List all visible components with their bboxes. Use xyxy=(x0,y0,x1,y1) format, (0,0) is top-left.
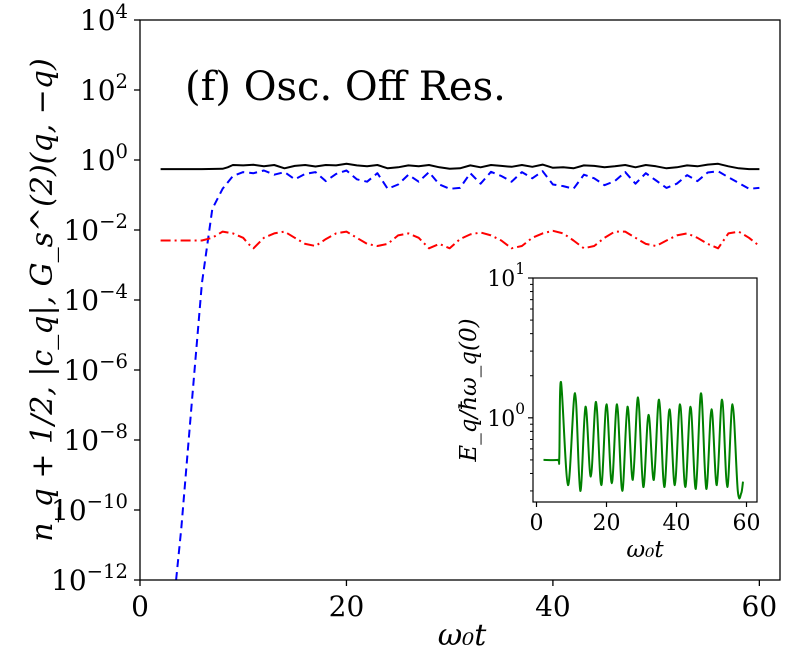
main-y-tick-label: 10−4 xyxy=(63,280,128,317)
main-y-axis-label: n_q + 1/2, |c_q|, G_s^(2)(q, −q) xyxy=(25,58,60,541)
main-y-tick-label: 10−10 xyxy=(51,490,128,527)
main-y-tick-label: 102 xyxy=(80,70,128,107)
main-y-tick-label: 10−12 xyxy=(51,560,128,597)
main-y-tick-label: 10−8 xyxy=(63,420,128,457)
inset-y-ticks: 101 100 xyxy=(487,260,533,492)
main-x-tick-label: 20 xyxy=(329,590,365,623)
inset-y-tick-label: 100 xyxy=(487,400,525,432)
main-series-line-0 xyxy=(160,162,760,171)
inset-x-axis-label: ω₀t xyxy=(626,537,664,563)
inset-x-tick-label: 40 xyxy=(663,511,691,536)
main-x-tick-label: 60 xyxy=(742,590,778,623)
main-x-ticks: 0 20 40 60 xyxy=(131,580,777,623)
main-data-lines xyxy=(160,162,761,580)
inset-data-lines xyxy=(543,381,744,500)
inset-series-line xyxy=(543,381,744,500)
main-series-line-2 xyxy=(160,229,761,250)
main-y-tick-label: 100 xyxy=(80,140,128,177)
inset-x-tick-label: 20 xyxy=(593,511,621,536)
main-y-tick-label: 104 xyxy=(80,0,128,37)
inset-y-axis-label: E_q/ħω_q(0) xyxy=(456,318,482,462)
main-y-ticks: 104 102 100 10−2 10−4 10−6 10−8 10−10 10−12 xyxy=(51,0,140,597)
inset-x-ticks: 0 20 40 60 xyxy=(530,502,761,536)
inset-y-tick-label: 101 xyxy=(487,260,525,292)
inset-plot-frame xyxy=(532,277,758,503)
main-series-line-1 xyxy=(175,169,760,580)
main-x-tick-label: 40 xyxy=(535,590,571,623)
main-x-tick-label: 0 xyxy=(131,590,149,623)
main-y-tick-label: 10−6 xyxy=(63,350,128,387)
main-x-axis-label: ω₀t xyxy=(438,618,487,653)
main-y-tick-label: 10−2 xyxy=(63,210,128,247)
inset-panel: 0 20 40 60 101 100 ω₀t E_q/ħω_q(0) xyxy=(456,260,761,563)
panel-annotation: (f) Osc. Off Res. xyxy=(185,64,506,110)
inset-x-tick-label: 60 xyxy=(733,511,761,536)
inset-x-tick-label: 0 xyxy=(530,511,544,536)
